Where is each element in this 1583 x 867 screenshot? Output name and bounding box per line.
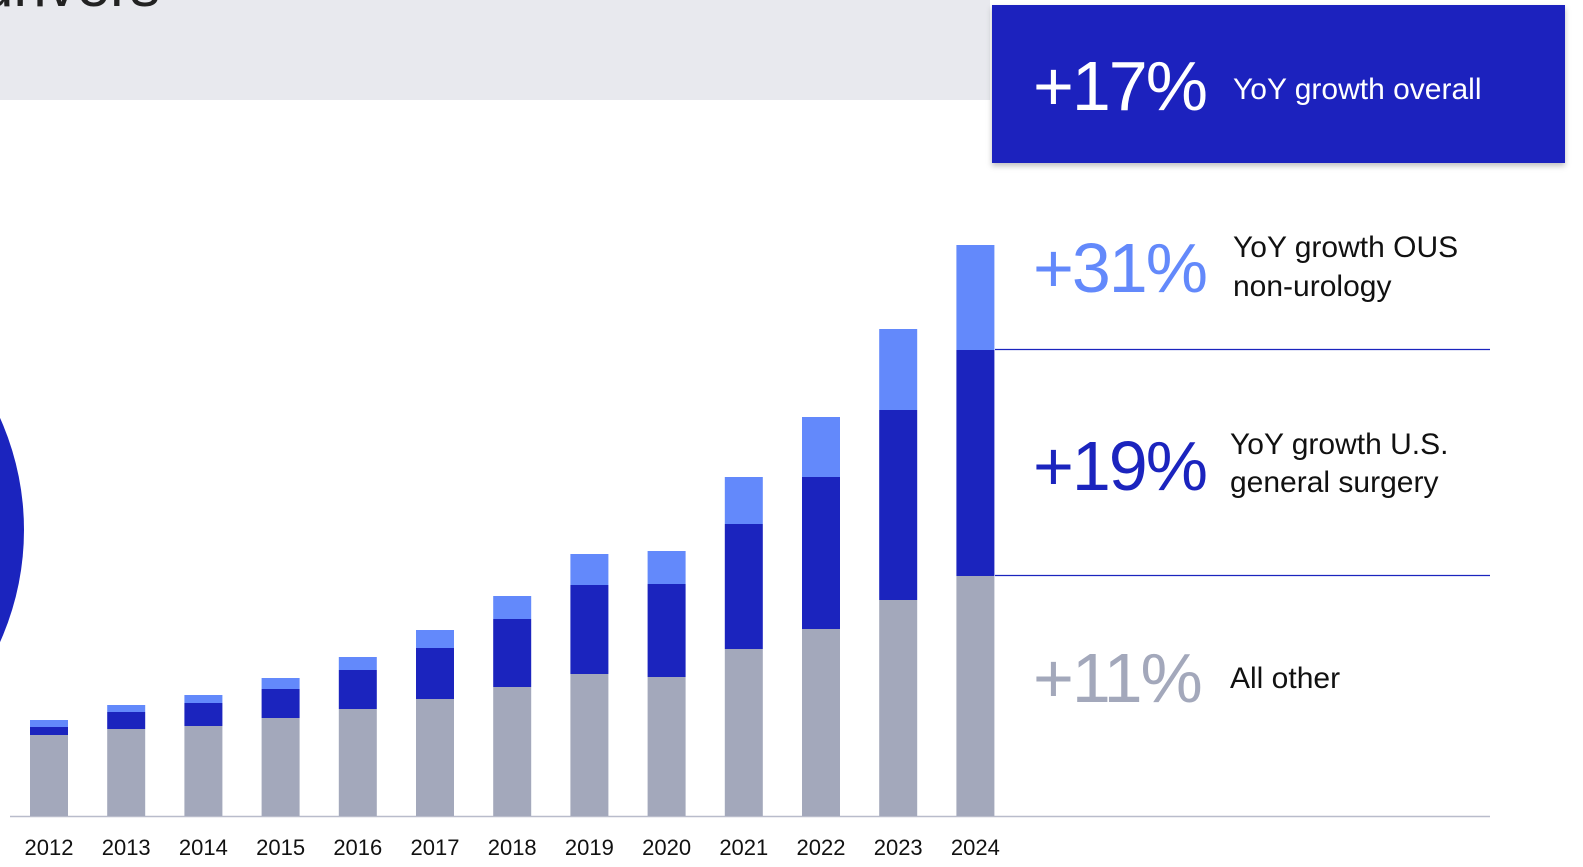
x-tick-label: 2019 (565, 835, 614, 860)
x-tick-label: 2013 (102, 835, 151, 860)
bar-segment (647, 677, 686, 816)
bar-segment (802, 629, 840, 816)
growth-label: YoY growth overall (1233, 73, 1482, 106)
bar-segment (879, 329, 918, 410)
x-tick-label: 2020 (642, 835, 691, 860)
bar-segment (30, 720, 68, 727)
bar-segment (261, 689, 300, 718)
x-tick-label: 2017 (411, 835, 460, 860)
x-tick-label: 2021 (719, 835, 768, 860)
x-tick-label: 2012 (25, 835, 74, 860)
decor-circle (0, 417, 24, 643)
bar-segment (956, 245, 995, 350)
bar-segment (107, 712, 146, 729)
growth-label: non-urology (1233, 270, 1391, 303)
bar-segment (493, 596, 532, 619)
bar-segment (879, 600, 918, 816)
bar-segment (493, 687, 532, 816)
bar-segment (570, 554, 609, 585)
x-tick-label: 2016 (333, 835, 382, 860)
bar-segment (107, 729, 146, 816)
bar-segment (416, 699, 454, 816)
chart-title: drivers (0, 0, 160, 19)
bar-segment (261, 718, 300, 816)
bar-segment (956, 350, 995, 576)
bar-segment (338, 657, 377, 670)
bar-segment (570, 585, 609, 674)
highlight-box (992, 5, 1565, 163)
bar-segment (802, 417, 840, 477)
bar-segment (724, 649, 763, 816)
growth-value: +11% (1033, 639, 1201, 717)
growth-label: All other (1230, 662, 1340, 695)
growth-value: +31% (1033, 229, 1206, 307)
x-tick-label: 2018 (488, 835, 537, 860)
bar-segment (956, 576, 995, 816)
x-tick-label: 2024 (951, 835, 1000, 860)
bar-segment (724, 477, 763, 524)
bar-segment (647, 551, 686, 584)
bar-segment (724, 524, 763, 649)
bar-segment (338, 709, 377, 816)
bar-segment (184, 703, 223, 726)
bar-segment (493, 619, 532, 687)
bar-segment (30, 727, 68, 735)
growth-label: YoY growth U.S. (1230, 428, 1448, 461)
bar-segment (570, 674, 609, 816)
bar-segment (184, 695, 223, 703)
bar-segment (802, 477, 840, 629)
growth-label: YoY growth OUS (1233, 231, 1458, 264)
bar-segment (416, 648, 454, 699)
bar-segment (30, 735, 68, 816)
bar-segment (184, 726, 223, 816)
x-tick-label: 2022 (797, 835, 846, 860)
bar-segment (107, 705, 146, 712)
x-tick-label: 2014 (179, 835, 228, 860)
bar-segment (879, 410, 918, 600)
bar-segment (647, 584, 686, 677)
bar-segment (261, 678, 300, 689)
x-tick-label: 2015 (256, 835, 305, 860)
header-band (0, 0, 990, 100)
growth-value: +17% (1033, 47, 1206, 125)
bar-segment (338, 670, 377, 709)
growth-value: +19% (1033, 427, 1206, 505)
growth-label: general surgery (1230, 466, 1438, 499)
bar-segment (416, 630, 454, 648)
x-tick-label: 2023 (874, 835, 923, 860)
